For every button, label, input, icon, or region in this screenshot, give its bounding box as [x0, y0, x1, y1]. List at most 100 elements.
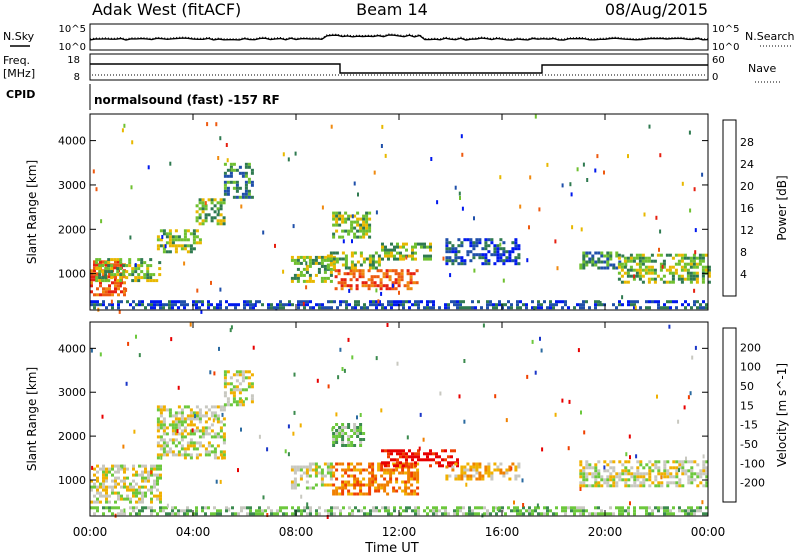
velocity-cell [380, 468, 384, 472]
freq-strip [89, 53, 709, 81]
power-cell [379, 281, 383, 285]
power-cell [707, 265, 711, 269]
power-cell [426, 254, 429, 258]
velocity-cell [177, 512, 180, 516]
velocity-cell [484, 465, 488, 469]
velocity-cell [144, 491, 147, 495]
power-cell [675, 306, 678, 310]
velocity-cell [690, 512, 693, 516]
velocity-cell [624, 484, 628, 488]
power-cell [600, 254, 604, 258]
power-cell [498, 300, 501, 304]
velocity-cell [387, 464, 390, 468]
velocity-ylabel: Slant Range [km] [25, 367, 39, 471]
power-cell [638, 271, 642, 275]
power-cell [641, 262, 645, 266]
power-cell [359, 254, 363, 258]
power-cell [234, 306, 237, 310]
velocity-cell [696, 506, 699, 510]
power-cell [359, 223, 363, 227]
velocity-cell [293, 465, 297, 469]
velocity-cell [150, 473, 153, 477]
power-cell [332, 214, 336, 218]
velocity-cell [663, 472, 667, 476]
velocity-cell [615, 472, 619, 476]
velocity-cell [147, 473, 150, 477]
velocity-cell [582, 484, 586, 488]
power-cell [644, 259, 648, 263]
power-cell [362, 229, 366, 233]
power-cell [368, 229, 372, 233]
velocity-cell [102, 467, 105, 471]
velocity-cell [309, 506, 312, 510]
power-cell [391, 287, 395, 291]
power-cell [261, 303, 264, 307]
power-cell [126, 300, 129, 304]
power-cell [633, 306, 636, 310]
velocity-cell [362, 438, 366, 441]
velocity-cell [636, 484, 640, 488]
velocity-cell [410, 462, 414, 466]
power-cell [174, 247, 178, 251]
power-cell [174, 300, 177, 304]
power-cell [362, 217, 366, 221]
velocity-speck [561, 398, 564, 403]
power-cell [496, 250, 500, 254]
power-cell [244, 171, 248, 175]
velocity-cell [678, 484, 682, 488]
velocity-cell [666, 469, 670, 473]
velocity-cell [219, 408, 223, 412]
velocity-cell [297, 509, 300, 513]
power-cell [617, 256, 621, 260]
power-cell [633, 303, 636, 307]
power-cell [243, 306, 246, 310]
power-cell [308, 276, 312, 280]
power-cell [238, 195, 242, 199]
noise-right-tick-high: 10^5 [712, 24, 739, 35]
power-cell [90, 284, 93, 288]
velocity-speck [213, 371, 216, 376]
velocity-cell [347, 465, 351, 469]
velocity-cell [308, 468, 312, 472]
velocity-cell [466, 477, 470, 481]
velocity-cell [475, 477, 479, 481]
velocity-cell [484, 471, 488, 475]
velocity-cell [223, 376, 227, 380]
velocity-cell [499, 468, 503, 472]
velocity-cell [591, 475, 595, 479]
power-cell [329, 267, 333, 271]
power-cell [102, 290, 105, 294]
velocity-speck [293, 410, 296, 415]
velocity-cell [192, 423, 196, 427]
velocity-cell [392, 471, 396, 475]
velocity-cell [416, 480, 420, 484]
velocity-cell [381, 506, 384, 510]
velocity-speck [341, 367, 344, 371]
velocity-cell [468, 506, 471, 510]
power-cell [402, 306, 405, 310]
velocity-speck [580, 410, 582, 415]
velocity-cell [290, 468, 294, 472]
power-cell [630, 303, 633, 307]
velocity-cell [180, 411, 184, 415]
velocity-cell [159, 408, 163, 412]
power-cell [350, 226, 354, 230]
velocity-cell [186, 432, 190, 436]
velocity-cell [353, 429, 357, 432]
velocity-cell [684, 509, 687, 513]
power-cell [305, 267, 309, 271]
velocity-cell [495, 512, 498, 516]
velocity-cell [222, 435, 226, 439]
power-cell [426, 257, 429, 261]
power-cell [350, 223, 354, 227]
power-speck [123, 123, 126, 128]
velocity-cell [528, 506, 531, 510]
power-speck [648, 124, 651, 129]
velocity-cell [171, 429, 175, 433]
power-cell [332, 257, 336, 261]
velocity-cell [244, 376, 248, 380]
power-cell [594, 300, 597, 304]
power-cell [486, 303, 489, 307]
velocity-cell [126, 488, 129, 492]
velocity-cell [93, 473, 96, 477]
